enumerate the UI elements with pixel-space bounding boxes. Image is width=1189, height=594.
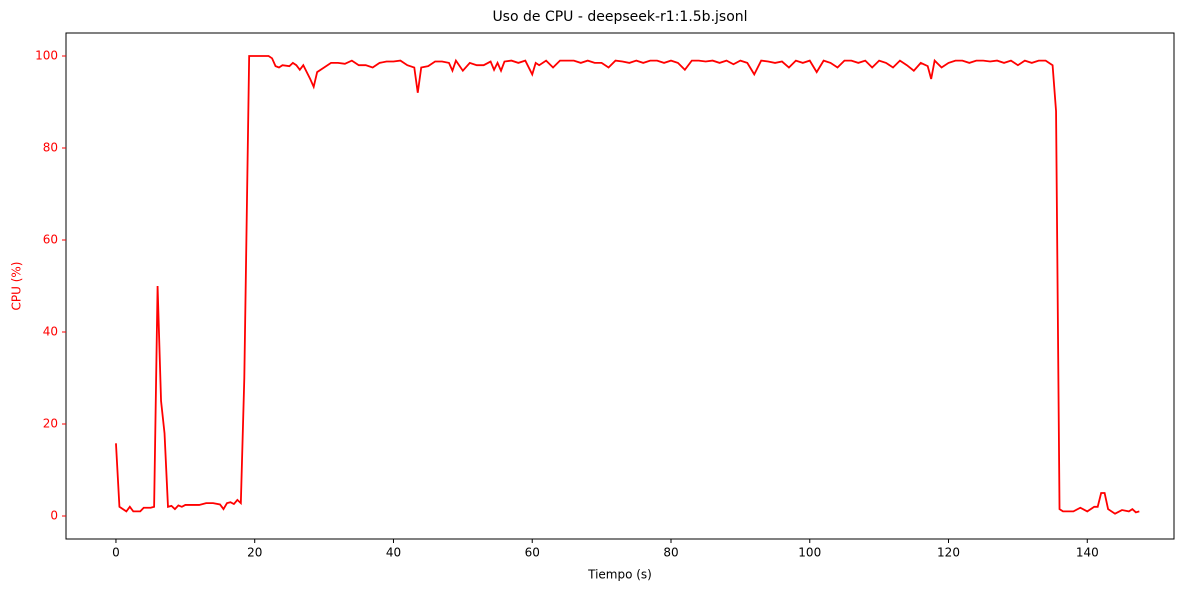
x-axis-label: Tiempo (s) bbox=[587, 568, 652, 582]
y-tick-label: 0 bbox=[50, 509, 58, 523]
x-tick-label: 60 bbox=[525, 546, 540, 560]
x-tick-label: 80 bbox=[663, 546, 678, 560]
y-axis-label: CPU (%) bbox=[10, 262, 24, 311]
x-tick-label: 140 bbox=[1076, 546, 1099, 560]
x-tick-label: 120 bbox=[937, 546, 960, 560]
y-tick-label: 100 bbox=[35, 49, 58, 63]
x-tick-label: 40 bbox=[386, 546, 401, 560]
data-line bbox=[115, 55, 1140, 515]
x-tick-label: 20 bbox=[247, 546, 262, 560]
x-tick-label: 100 bbox=[798, 546, 821, 560]
y-tick-label: 60 bbox=[43, 233, 58, 247]
y-tick-label: 40 bbox=[43, 325, 58, 339]
plot-frame bbox=[65, 32, 1175, 540]
y-tick-label: 20 bbox=[43, 417, 58, 431]
x-tick-label: 0 bbox=[112, 546, 120, 560]
chart-title: Uso de CPU - deepseek-r1:1.5b.jsonl bbox=[492, 9, 747, 25]
y-tick-label: 80 bbox=[43, 141, 58, 155]
